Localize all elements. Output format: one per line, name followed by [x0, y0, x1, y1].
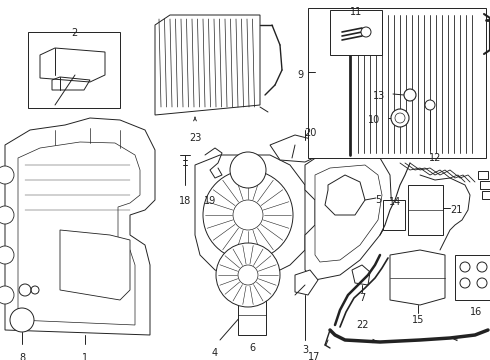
Circle shape [216, 243, 280, 307]
Bar [330, 10, 382, 55]
Bar [238, 295, 266, 335]
Polygon shape [295, 270, 318, 295]
Bar [308, 8, 486, 158]
Circle shape [230, 152, 266, 188]
Bar [383, 200, 405, 230]
Bar [28, 32, 120, 108]
Text: 11: 11 [350, 7, 362, 17]
Bar [480, 181, 490, 189]
Text: 22: 22 [356, 320, 368, 330]
Text: 18: 18 [179, 196, 191, 206]
Polygon shape [155, 15, 260, 115]
Text: 2: 2 [71, 28, 77, 38]
Text: 14: 14 [389, 197, 401, 207]
Text: 5: 5 [375, 195, 381, 205]
Circle shape [460, 278, 470, 288]
Text: 13: 13 [373, 91, 385, 101]
Circle shape [0, 286, 14, 304]
Circle shape [10, 308, 34, 332]
Polygon shape [60, 230, 130, 300]
Circle shape [460, 262, 470, 272]
Polygon shape [5, 118, 155, 335]
Text: 9: 9 [297, 70, 303, 80]
Circle shape [233, 200, 263, 230]
Text: 20: 20 [304, 128, 316, 138]
Polygon shape [195, 155, 305, 278]
Circle shape [361, 27, 371, 37]
Bar [455, 255, 490, 300]
Text: 12: 12 [429, 153, 441, 163]
Polygon shape [325, 175, 365, 215]
Text: 15: 15 [412, 315, 424, 325]
Polygon shape [305, 150, 392, 280]
Text: 21: 21 [450, 205, 463, 215]
Circle shape [0, 246, 14, 264]
Polygon shape [352, 265, 370, 285]
Circle shape [238, 265, 258, 285]
Text: 6: 6 [249, 343, 255, 353]
Text: 16: 16 [470, 307, 482, 317]
Polygon shape [315, 165, 382, 262]
Bar [482, 191, 490, 199]
Circle shape [391, 109, 409, 127]
Circle shape [0, 166, 14, 184]
Text: 7: 7 [359, 293, 365, 303]
Text: 8: 8 [19, 353, 25, 360]
Polygon shape [390, 250, 445, 305]
Text: 4: 4 [212, 348, 218, 358]
Polygon shape [18, 142, 140, 325]
Circle shape [203, 170, 293, 260]
Text: 17: 17 [308, 352, 320, 360]
Circle shape [477, 262, 487, 272]
Text: 3: 3 [302, 345, 308, 355]
Circle shape [477, 278, 487, 288]
Circle shape [404, 89, 416, 101]
Bar [478, 171, 488, 179]
Circle shape [0, 206, 14, 224]
Text: 19: 19 [204, 196, 216, 206]
Circle shape [395, 113, 405, 123]
Polygon shape [270, 135, 320, 162]
Text: 23: 23 [189, 133, 201, 143]
Text: 10: 10 [368, 115, 380, 125]
Text: 1: 1 [82, 353, 88, 360]
Circle shape [425, 100, 435, 110]
Bar [408, 185, 443, 235]
